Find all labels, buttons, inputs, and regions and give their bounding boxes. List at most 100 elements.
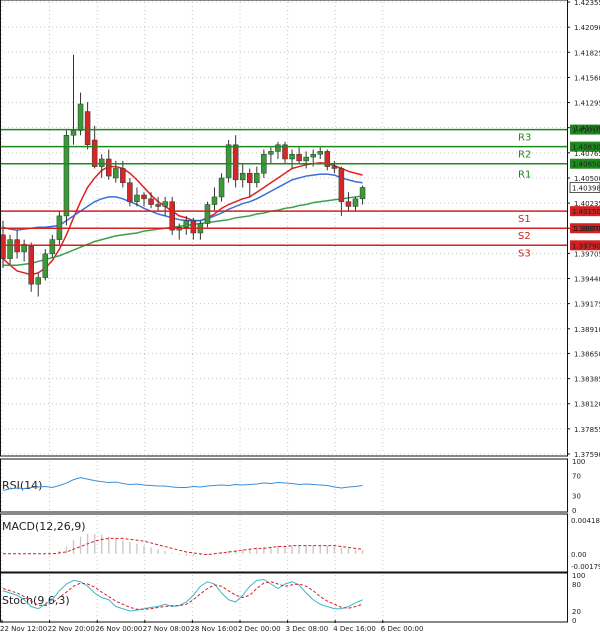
candle-body <box>289 153 295 160</box>
level-label-s1: S1 <box>518 214 531 225</box>
stoch-tick-label: 20 <box>572 608 581 616</box>
candle-body <box>91 139 98 167</box>
price-tick-label: 1.41030 <box>574 125 600 133</box>
price-tick-label: 1.41825 <box>574 49 600 57</box>
price-tick-label: 1.38650 <box>574 350 600 358</box>
price-tick-label: 1.37590 <box>574 451 600 459</box>
rsi-label: RSI(14) <box>2 479 42 492</box>
candle-body <box>338 168 345 202</box>
candle-body <box>70 130 77 136</box>
macd-tick-label: -0.001794 <box>571 563 600 571</box>
level-value-r2: 1.40830 <box>572 144 600 152</box>
panel-frames <box>0 0 568 623</box>
price-tick-label: 1.41560 <box>574 74 600 82</box>
candle-body <box>63 135 70 217</box>
ma-line <box>2 173 363 231</box>
grid-lines <box>0 1 567 620</box>
candle-body <box>204 204 211 224</box>
rsi-panel: RSI(14) 100 70 30 0 <box>2 458 585 515</box>
level-tag-s1 <box>570 206 600 217</box>
candle-body <box>141 194 147 200</box>
level-label-r3: R3 <box>518 133 531 144</box>
candle-body <box>162 201 168 207</box>
price-tick-label: 1.38120 <box>574 401 600 409</box>
candle-body <box>282 144 288 160</box>
candle-body <box>98 158 105 167</box>
stoch-tick-label: 80 <box>572 581 581 589</box>
level-label-r2: R2 <box>518 150 531 161</box>
level-value-s3: 1.39790 <box>572 242 600 250</box>
candle-body <box>21 244 27 253</box>
candle-body <box>49 239 56 255</box>
candle-body <box>247 172 253 183</box>
candle-body <box>35 277 41 285</box>
candle-body <box>155 204 161 207</box>
candle-body <box>134 194 140 202</box>
price-tick-label: 1.38385 <box>574 376 600 384</box>
level-tag-s3 <box>570 240 600 251</box>
candle-body <box>120 168 126 183</box>
ma-line <box>3 195 363 266</box>
candle-body <box>106 158 112 177</box>
price-tick-label: 1.42355 <box>574 0 600 7</box>
candle-body <box>77 103 84 131</box>
candle-body <box>0 234 6 259</box>
candle-body <box>42 253 49 278</box>
moving-averages <box>2 162 363 276</box>
panel-frame <box>0 572 568 623</box>
time-tick-label: 28 Nov 16:00 <box>190 625 237 633</box>
candle-body <box>331 166 338 169</box>
candle-body <box>254 172 260 183</box>
time-tick-label: 26 Nov 00:00 <box>95 625 142 633</box>
macd-tick-label: 0.00 <box>571 551 587 559</box>
candle-body <box>183 220 190 228</box>
stoch-k-line <box>2 578 363 612</box>
candle-body <box>211 196 218 205</box>
candle-body <box>296 153 302 162</box>
candle-body <box>7 239 13 259</box>
rsi-tick-label: 30 <box>572 492 581 500</box>
candle-body <box>268 151 274 155</box>
candle-body <box>232 144 239 181</box>
panel-frame <box>0 513 568 573</box>
price-tick-label: 1.42090 <box>574 24 600 32</box>
rsi-line <box>2 477 363 491</box>
time-tick-label: 3 Dec 08:00 <box>286 625 329 633</box>
level-value-r3: 1.41010 <box>572 127 600 135</box>
price-tick-label: 1.40235 <box>574 200 600 208</box>
level-tag-r1 <box>570 158 600 169</box>
candle-body <box>239 172 246 181</box>
candle-body <box>345 201 352 207</box>
time-tick-label: 22 Nov 20:00 <box>48 625 95 633</box>
macd-panel: MACD(12,26,9) 0.004181 0.00 -0.001794 <box>2 517 600 571</box>
price-tick-label: 1.39970 <box>574 225 600 233</box>
level-label-s3: S3 <box>518 248 531 259</box>
candle-body <box>84 111 91 146</box>
candle-body <box>169 201 175 231</box>
candle-body <box>317 151 323 155</box>
candle-body <box>303 156 309 162</box>
macd-signal-line <box>3 537 363 556</box>
candle-body <box>148 198 154 205</box>
level-label-s2: S2 <box>518 231 531 242</box>
time-tick-label: 2 Dec 00:00 <box>238 625 281 633</box>
time-tick-label: 27 Nov 08:00 <box>143 625 190 633</box>
time-tick-label: 22 Nov 12:00 <box>0 625 47 633</box>
candle-body <box>225 144 232 179</box>
stoch-d-line <box>2 581 363 610</box>
level-tag-r3 <box>570 124 600 135</box>
level-value-s1: 1.40150 <box>572 208 600 216</box>
candle-body <box>190 220 197 234</box>
current-price-tag <box>569 182 600 193</box>
price-tick-label: 1.39705 <box>574 250 600 258</box>
level-value-s2: 1.39970 <box>572 225 600 233</box>
current-price-label: 1.40398 <box>572 185 600 193</box>
level-tag-r2 <box>570 141 600 152</box>
level-label-r1: R1 <box>518 170 531 181</box>
candle-body <box>127 182 133 202</box>
candle-body <box>275 144 281 152</box>
candle-body <box>113 168 119 179</box>
